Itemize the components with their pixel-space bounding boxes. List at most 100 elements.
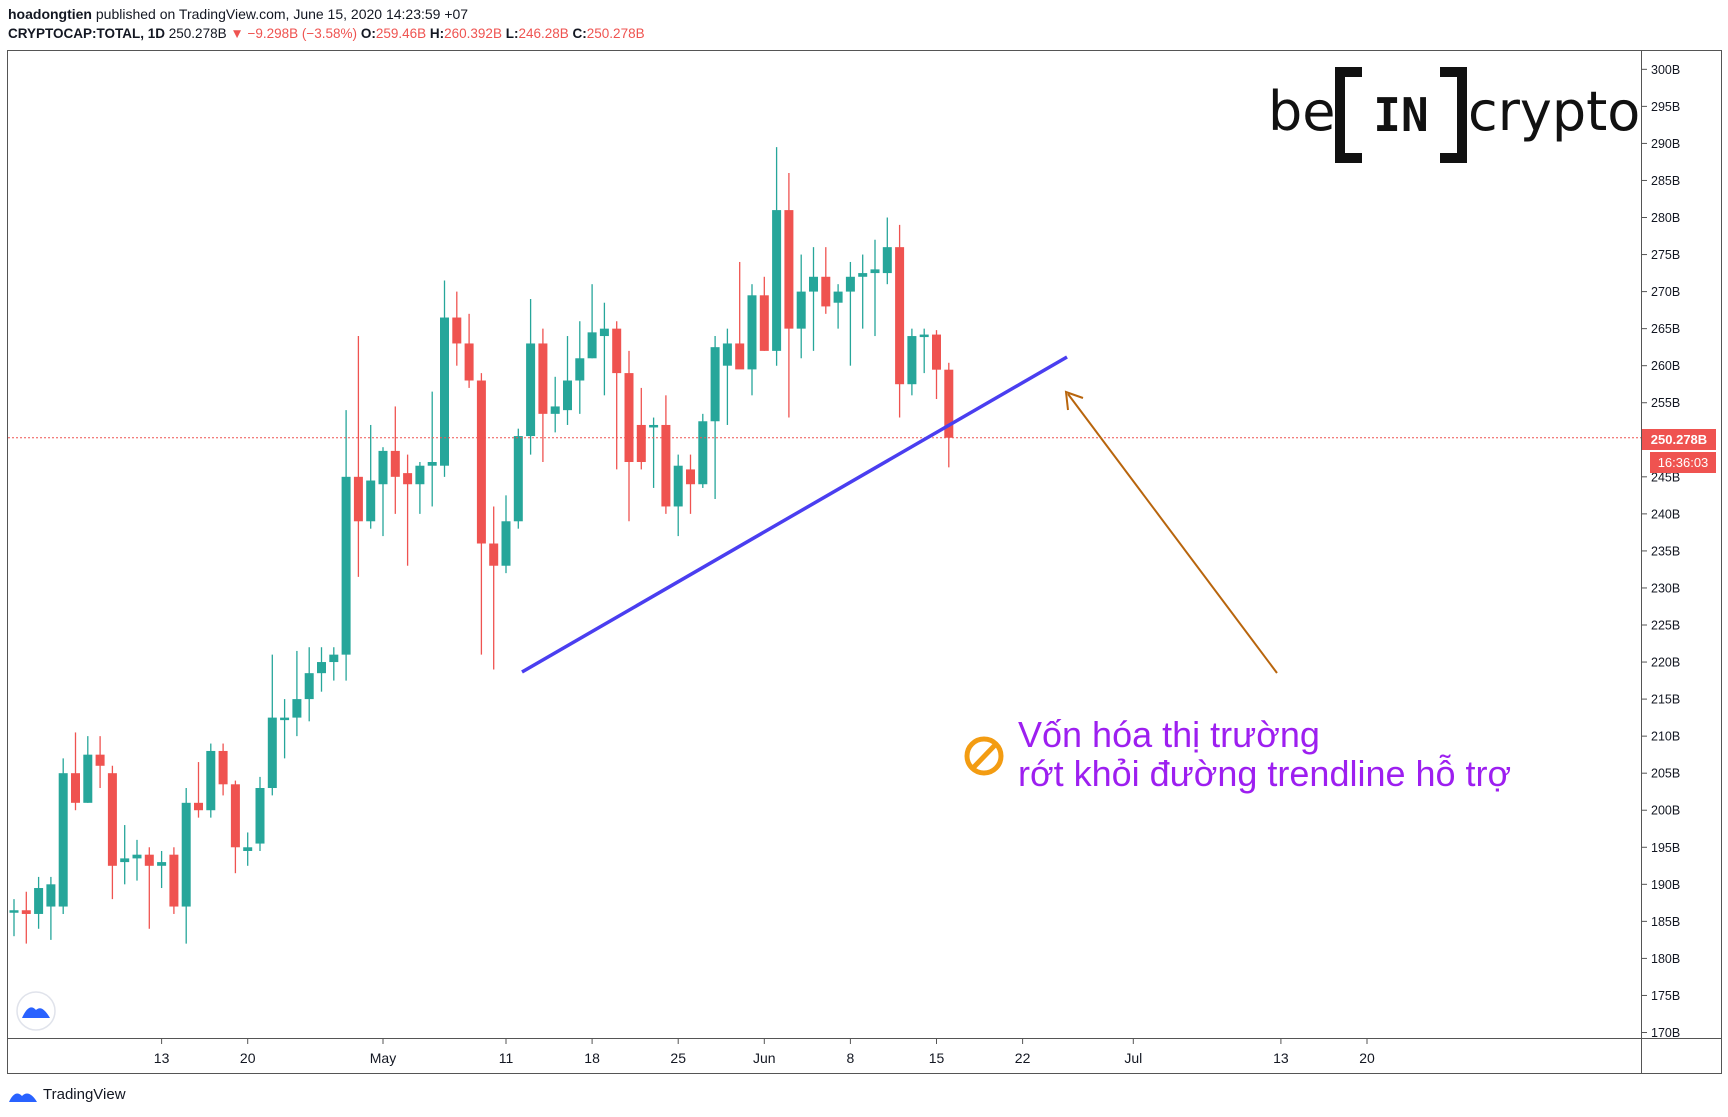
time-tick-label-9: 22 xyxy=(1015,1050,1031,1066)
candle-24[interactable] xyxy=(304,647,314,722)
time-axis[interactable]: 13 20 May 11 18 25 Jun 8 15 22 Jul 13 20 xyxy=(154,1038,1375,1066)
candle-71[interactable] xyxy=(882,217,892,285)
candle-70[interactable] xyxy=(870,239,880,337)
candle-5[interactable] xyxy=(71,732,80,811)
candle-17[interactable] xyxy=(218,743,228,796)
annotation-line1: Vốn hóa thị trường xyxy=(1018,714,1320,755)
candle-37[interactable] xyxy=(464,313,474,388)
candle-53[interactable] xyxy=(661,395,671,514)
candle-55[interactable] xyxy=(686,454,695,514)
annotation-arrow[interactable] xyxy=(1067,393,1278,674)
candle-2[interactable] xyxy=(34,876,44,929)
candle-59[interactable] xyxy=(735,261,745,370)
candle-4[interactable] xyxy=(58,758,68,914)
candle-46[interactable] xyxy=(575,321,585,414)
candle-57[interactable] xyxy=(710,336,720,500)
price-tick-label-13: 235B xyxy=(1651,544,1680,558)
candle-45[interactable] xyxy=(563,336,572,425)
candle-30[interactable] xyxy=(378,447,388,537)
candle-8[interactable] xyxy=(107,765,117,900)
candle-33[interactable] xyxy=(415,462,425,514)
candle-58[interactable] xyxy=(722,328,732,425)
candle-11[interactable] xyxy=(144,847,154,929)
candle-32[interactable] xyxy=(403,454,413,566)
candle-16[interactable] xyxy=(206,743,216,818)
candle-38[interactable] xyxy=(476,373,486,655)
support-trendline[interactable] xyxy=(521,355,1068,674)
candle-73[interactable] xyxy=(907,328,917,396)
candle-43[interactable] xyxy=(538,328,548,463)
candle-60[interactable] xyxy=(747,284,757,396)
candle-15[interactable] xyxy=(194,762,203,818)
candle-36[interactable] xyxy=(452,291,462,366)
published-text: published on TradingView.com, June 15, 2… xyxy=(95,6,469,22)
candle-67[interactable] xyxy=(833,284,843,329)
candle-6[interactable] xyxy=(83,736,93,803)
candle-56[interactable] xyxy=(698,413,708,488)
candle-65[interactable] xyxy=(809,247,818,351)
candle-62[interactable] xyxy=(772,147,782,366)
low-label: L: xyxy=(505,26,519,41)
candle-68[interactable] xyxy=(845,261,855,366)
candle-49[interactable] xyxy=(612,321,622,470)
candle-10[interactable] xyxy=(132,839,142,881)
candle-75[interactable] xyxy=(932,330,941,400)
candle-52[interactable] xyxy=(649,417,659,488)
candle-74[interactable] xyxy=(919,328,929,374)
candle-54[interactable] xyxy=(673,454,683,537)
candle-21[interactable] xyxy=(267,654,277,796)
time-tick-label-11: 13 xyxy=(1273,1050,1289,1066)
candle-72[interactable] xyxy=(895,224,905,418)
candle-14[interactable] xyxy=(181,788,191,944)
candle-42[interactable] xyxy=(526,299,536,455)
candle-18[interactable] xyxy=(230,780,240,874)
price-tick-label-2: 180B xyxy=(1651,952,1680,966)
symbol-name[interactable]: CRYPTOCAP:TOTAL, 1D xyxy=(8,26,166,41)
price-axis[interactable]: 170B 175B 180B 185B 190B 195B 200B 205B 210B 215B… xyxy=(1641,63,1680,1040)
candle-31[interactable] xyxy=(390,406,400,514)
candle-61[interactable] xyxy=(759,276,769,351)
candle-12[interactable] xyxy=(157,850,167,889)
candle-40[interactable] xyxy=(501,495,511,574)
candle-13[interactable] xyxy=(169,847,179,914)
candle-27[interactable] xyxy=(341,410,351,681)
tradingview-chart-logo[interactable] xyxy=(16,991,56,1031)
candle-34[interactable] xyxy=(427,391,437,507)
candle-76[interactable] xyxy=(944,362,954,468)
candle-9[interactable] xyxy=(120,825,130,885)
time-tick-label-8: 15 xyxy=(929,1050,945,1066)
candle-29[interactable] xyxy=(366,424,376,529)
candle-19[interactable] xyxy=(243,832,253,866)
candle-41[interactable] xyxy=(513,428,523,529)
candle-64[interactable] xyxy=(796,254,806,359)
candle-22[interactable] xyxy=(280,699,290,759)
candle-25[interactable] xyxy=(317,647,326,692)
candle-47[interactable] xyxy=(587,284,597,359)
candle-48[interactable] xyxy=(599,302,609,396)
candle-63[interactable] xyxy=(784,173,794,418)
candle-23[interactable] xyxy=(292,650,302,737)
candle-66[interactable] xyxy=(821,247,831,314)
publisher-name[interactable]: hoadongtien xyxy=(8,6,92,22)
candle-51[interactable] xyxy=(636,387,646,470)
candle-69[interactable] xyxy=(858,254,868,329)
candle-26[interactable] xyxy=(329,647,339,681)
candle-0[interactable] xyxy=(9,899,19,937)
candle-3[interactable] xyxy=(46,876,56,940)
candle-7[interactable] xyxy=(95,736,105,789)
logo-text-crypto: crypto xyxy=(1468,80,1640,143)
candle-1[interactable] xyxy=(21,891,31,944)
price-tick-label-18: 260B xyxy=(1651,359,1680,373)
price-change: ▼ −9.298B (−3.58%) xyxy=(230,26,358,41)
candle-50[interactable] xyxy=(624,350,634,522)
candle-28[interactable] xyxy=(353,336,363,577)
candle-35[interactable] xyxy=(440,280,449,477)
price-tick-label-10: 220B xyxy=(1651,656,1680,670)
candle-44[interactable] xyxy=(550,376,560,433)
candle-39[interactable] xyxy=(489,506,499,670)
price-tick-label-23: 285B xyxy=(1651,174,1680,188)
footer-branding[interactable]: TradingView xyxy=(8,1086,126,1103)
candle-20[interactable] xyxy=(255,776,265,851)
time-tick-label-10: Jul xyxy=(1124,1050,1142,1066)
